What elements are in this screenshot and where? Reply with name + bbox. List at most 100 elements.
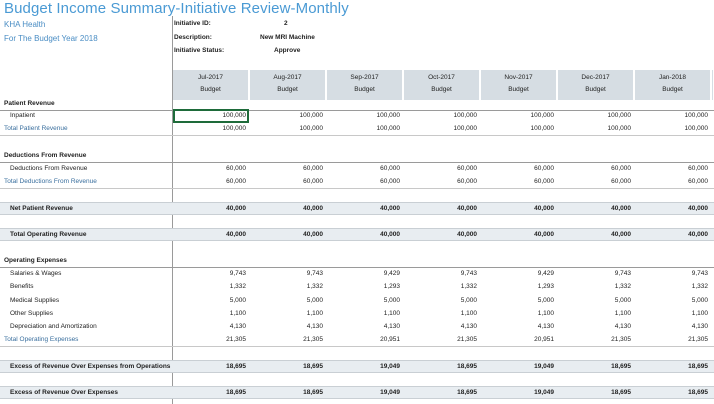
table-cell[interactable]: 100,000: [222, 125, 247, 132]
table-cell[interactable]: 40,000: [534, 205, 554, 212]
table-cell[interactable]: 40,000: [226, 231, 246, 238]
table-cell[interactable]: 18,695: [303, 363, 323, 370]
column-header[interactable]: Dec-2017 Budget: [558, 70, 634, 100]
table-cell[interactable]: 9,743: [229, 270, 246, 277]
table-cell[interactable]: 40,000: [688, 231, 708, 238]
table-cell[interactable]: 19,049: [534, 363, 554, 370]
table-cell[interactable]: 100,000: [530, 112, 555, 119]
column-header[interactable]: Jul-2017 Budget: [173, 70, 249, 100]
selected-cell[interactable]: [173, 109, 249, 123]
table-cell[interactable]: 9,743: [691, 270, 708, 277]
table-cell[interactable]: 21,305: [611, 336, 631, 343]
table-cell[interactable]: 4,130: [383, 323, 400, 330]
table-cell[interactable]: 5,000: [306, 297, 323, 304]
table-cell[interactable]: 1,100: [229, 310, 246, 317]
table-cell[interactable]: 60,000: [380, 178, 400, 185]
column-header[interactable]: Oct-2017 Budget: [404, 70, 480, 100]
table-cell[interactable]: 40,000: [226, 205, 246, 212]
table-cell[interactable]: 18,695: [688, 363, 708, 370]
table-cell[interactable]: 100,000: [684, 112, 709, 119]
table-cell[interactable]: 18,695: [226, 389, 246, 396]
table-cell[interactable]: 1,100: [537, 310, 554, 317]
table-cell[interactable]: 9,429: [383, 270, 400, 277]
table-cell[interactable]: 1,293: [537, 283, 554, 290]
table-cell[interactable]: 100,000: [299, 125, 324, 132]
table-cell[interactable]: 5,000: [460, 297, 477, 304]
table-cell[interactable]: 19,049: [380, 363, 400, 370]
table-cell[interactable]: 40,000: [688, 205, 708, 212]
column-header[interactable]: Aug-2017 Budget: [250, 70, 326, 100]
table-cell[interactable]: 4,130: [691, 323, 708, 330]
table-cell[interactable]: 1,332: [306, 283, 323, 290]
table-cell[interactable]: 9,743: [460, 270, 477, 277]
table-cell[interactable]: 60,000: [611, 178, 631, 185]
table-cell[interactable]: 100,000: [299, 112, 324, 119]
table-cell[interactable]: 60,000: [380, 165, 400, 172]
table-cell[interactable]: 100,000: [376, 125, 401, 132]
table-cell[interactable]: 18,695: [303, 389, 323, 396]
table-cell[interactable]: 21,305: [303, 336, 323, 343]
table-cell[interactable]: 19,049: [380, 389, 400, 396]
table-cell[interactable]: 9,429: [537, 270, 554, 277]
table-cell[interactable]: 4,130: [229, 323, 246, 330]
table-cell[interactable]: 1,293: [383, 283, 400, 290]
table-cell[interactable]: 21,305: [688, 336, 708, 343]
table-cell[interactable]: 100,000: [530, 125, 555, 132]
table-cell[interactable]: 5,000: [691, 297, 708, 304]
table-cell[interactable]: 4,130: [306, 323, 323, 330]
table-cell[interactable]: 100,000: [376, 112, 401, 119]
table-cell[interactable]: 40,000: [611, 231, 631, 238]
table-cell[interactable]: 60,000: [688, 178, 708, 185]
table-cell[interactable]: 1,332: [691, 283, 708, 290]
table-cell[interactable]: 9,743: [306, 270, 323, 277]
table-cell[interactable]: 100,000: [607, 125, 632, 132]
table-cell[interactable]: 4,130: [460, 323, 477, 330]
table-cell[interactable]: 18,695: [457, 389, 477, 396]
table-cell[interactable]: 1,332: [460, 283, 477, 290]
table-cell[interactable]: 100,000: [222, 112, 247, 119]
table-cell[interactable]: 1,100: [306, 310, 323, 317]
table-cell[interactable]: 60,000: [457, 165, 477, 172]
table-cell[interactable]: 40,000: [534, 231, 554, 238]
table-cell[interactable]: 60,000: [303, 165, 323, 172]
table-cell[interactable]: 18,695: [226, 363, 246, 370]
table-cell[interactable]: 60,000: [534, 165, 554, 172]
table-cell[interactable]: 1,100: [614, 310, 631, 317]
table-cell[interactable]: 40,000: [611, 205, 631, 212]
column-header[interactable]: Jan-2018 Budget: [635, 70, 711, 100]
table-cell[interactable]: 21,305: [457, 336, 477, 343]
table-cell[interactable]: 5,000: [614, 297, 631, 304]
column-header[interactable]: Sep-2017 Budget: [327, 70, 403, 100]
table-cell[interactable]: 21,305: [226, 336, 246, 343]
table-cell[interactable]: 60,000: [303, 178, 323, 185]
table-cell[interactable]: 18,695: [611, 363, 631, 370]
table-cell[interactable]: 40,000: [380, 205, 400, 212]
table-cell[interactable]: 40,000: [303, 231, 323, 238]
table-cell[interactable]: 60,000: [688, 165, 708, 172]
table-cell[interactable]: 5,000: [537, 297, 554, 304]
table-cell[interactable]: 1,332: [614, 283, 631, 290]
table-cell[interactable]: 1,100: [460, 310, 477, 317]
table-cell[interactable]: 100,000: [684, 125, 709, 132]
table-cell[interactable]: 20,951: [534, 336, 554, 343]
table-cell[interactable]: 18,695: [688, 389, 708, 396]
table-cell[interactable]: 40,000: [457, 205, 477, 212]
column-header[interactable]: Nov-2017 Budget: [481, 70, 557, 100]
table-cell[interactable]: 100,000: [453, 112, 478, 119]
table-cell[interactable]: 40,000: [303, 205, 323, 212]
table-cell[interactable]: 4,130: [537, 323, 554, 330]
table-cell[interactable]: 60,000: [534, 178, 554, 185]
table-cell[interactable]: 20,951: [380, 336, 400, 343]
table-cell[interactable]: 100,000: [453, 125, 478, 132]
table-cell[interactable]: 1,100: [383, 310, 400, 317]
table-cell[interactable]: 18,695: [457, 363, 477, 370]
table-cell[interactable]: 19,049: [534, 389, 554, 396]
table-cell[interactable]: 5,000: [383, 297, 400, 304]
table-cell[interactable]: 1,332: [229, 283, 246, 290]
table-cell[interactable]: 1,100: [691, 310, 708, 317]
table-cell[interactable]: 4,130: [614, 323, 631, 330]
table-cell[interactable]: 60,000: [457, 178, 477, 185]
table-cell[interactable]: 40,000: [457, 231, 477, 238]
table-cell[interactable]: 18,695: [611, 389, 631, 396]
table-cell[interactable]: 40,000: [380, 231, 400, 238]
